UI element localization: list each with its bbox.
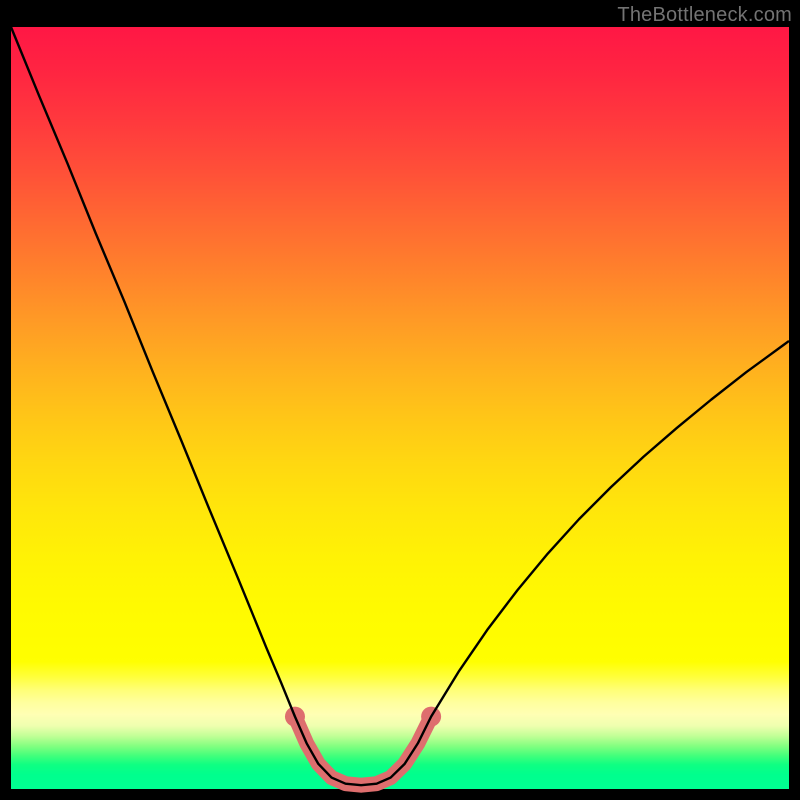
bottleneck-chart [0, 0, 800, 800]
watermark-text: TheBottleneck.com [617, 4, 792, 27]
